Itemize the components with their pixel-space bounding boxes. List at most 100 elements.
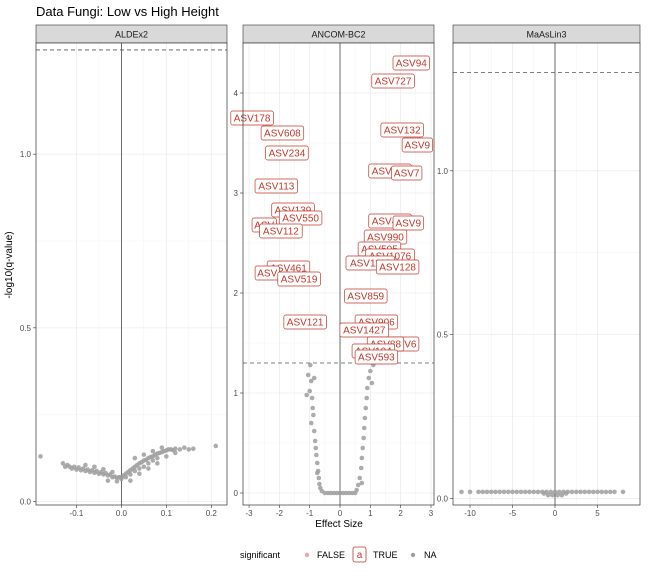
asv-label: ASV9 <box>395 219 421 230</box>
data-point <box>527 489 532 495</box>
y-tick-label: 0.0 <box>437 494 449 503</box>
y-tick-label: 1.0 <box>437 167 449 176</box>
data-point <box>190 446 196 452</box>
label-box <box>277 271 321 287</box>
asv-label: ASV121 <box>287 318 324 329</box>
data-point <box>128 472 133 477</box>
data-point <box>105 478 111 483</box>
data-point <box>505 489 511 495</box>
label-box <box>259 223 303 239</box>
data-point <box>518 489 524 495</box>
data-point <box>555 492 560 498</box>
data-point <box>497 489 503 495</box>
data-point <box>173 450 178 456</box>
x-tick-label: 0.1 <box>161 509 173 518</box>
x-tick-label: 0.2 <box>206 509 218 518</box>
asv-label: ASV113 <box>258 182 294 193</box>
data-point <box>582 489 588 495</box>
y-tick-label: 0 <box>234 489 239 498</box>
data-point <box>467 489 473 495</box>
data-point <box>316 475 322 481</box>
panel-border <box>452 42 641 506</box>
data-point <box>501 489 507 495</box>
chart-title: Data Fungi: Low vs High Height <box>36 4 219 19</box>
label-box <box>260 125 305 141</box>
legend-true-symbol <box>352 546 367 563</box>
data-point <box>360 445 366 451</box>
label-box <box>375 259 420 275</box>
data-point <box>493 489 498 495</box>
data-point <box>368 368 373 374</box>
x-axis-title: Effect Size <box>315 519 363 530</box>
data-point <box>132 468 138 474</box>
data-point <box>186 447 192 452</box>
data-point <box>314 460 320 466</box>
data-point <box>359 480 365 486</box>
data-point <box>607 489 613 495</box>
panel-strip-label: ALDEx2 <box>115 30 148 40</box>
data-point <box>531 489 537 495</box>
x-tick-label: -2 <box>276 509 284 518</box>
data-point <box>150 448 156 454</box>
label-box <box>344 288 388 304</box>
label-box <box>230 110 274 126</box>
label-box <box>392 55 430 71</box>
data-point <box>182 445 187 450</box>
data-point <box>480 489 486 495</box>
data-point <box>488 489 494 495</box>
legend-na-label: NA <box>424 550 437 560</box>
x-tick-label: -1 <box>306 509 314 518</box>
data-point <box>313 445 319 451</box>
label-box <box>380 122 424 138</box>
legend-na-symbol <box>410 552 416 558</box>
data-point <box>552 489 558 495</box>
data-point <box>311 412 316 418</box>
y-tick-label: 1 <box>234 389 239 398</box>
legend-false-symbol <box>304 552 310 558</box>
panel-aldex2: ALDEx2 -0.1 0.0 0.1 0.2 0.0 0.5 1.0 <box>20 24 228 518</box>
asv-label: ASV1112 <box>350 259 391 270</box>
data-point <box>155 461 160 466</box>
asv-label: ASV494 <box>372 217 409 228</box>
data-point <box>38 454 43 459</box>
asv-label: ASV519 <box>281 275 318 286</box>
data-point <box>311 375 317 381</box>
data-point <box>550 492 555 498</box>
x-tick-label: -3 <box>246 509 254 518</box>
data-point <box>305 372 311 378</box>
asv-label: ASV112 <box>263 227 299 238</box>
data-point <box>362 415 368 421</box>
y-axis-title: -log10(q-value) <box>4 231 15 298</box>
label-box <box>283 314 327 330</box>
data-point <box>595 489 600 495</box>
asv-label: ASV132 <box>384 126 421 137</box>
data-point <box>304 392 309 398</box>
label-box <box>392 215 424 231</box>
data-point <box>150 458 156 463</box>
panel-border <box>35 42 228 506</box>
data-point <box>164 454 169 459</box>
asv-label: ASV234 <box>269 149 306 160</box>
panel-ancom-bc2: ANCOM-BC2 -3 -2 -1 0 1 2 3 0 1 2 3 4 ASV94 ASV727 ASV17… <box>230 24 435 518</box>
data-point <box>141 464 147 470</box>
data-point <box>563 491 569 496</box>
data-point <box>361 425 367 431</box>
legend: significant FALSE a TRUE NA <box>240 546 437 563</box>
data-point <box>354 487 359 493</box>
x-tick-label: -5 <box>509 509 517 518</box>
data-point <box>312 438 318 444</box>
data-point <box>357 475 363 481</box>
data-point <box>545 492 551 498</box>
y-tick-label: 1.0 <box>20 150 32 159</box>
data-point <box>119 476 124 482</box>
data-point <box>364 395 369 401</box>
legend-false-label: FALSE <box>317 550 345 560</box>
data-point <box>365 385 370 391</box>
asv-label: ASV572 <box>372 167 409 178</box>
label-box <box>391 165 423 181</box>
asv-label: ASV727 <box>375 77 412 88</box>
data-point <box>578 489 583 495</box>
x-tick-label: 2 <box>398 509 403 518</box>
